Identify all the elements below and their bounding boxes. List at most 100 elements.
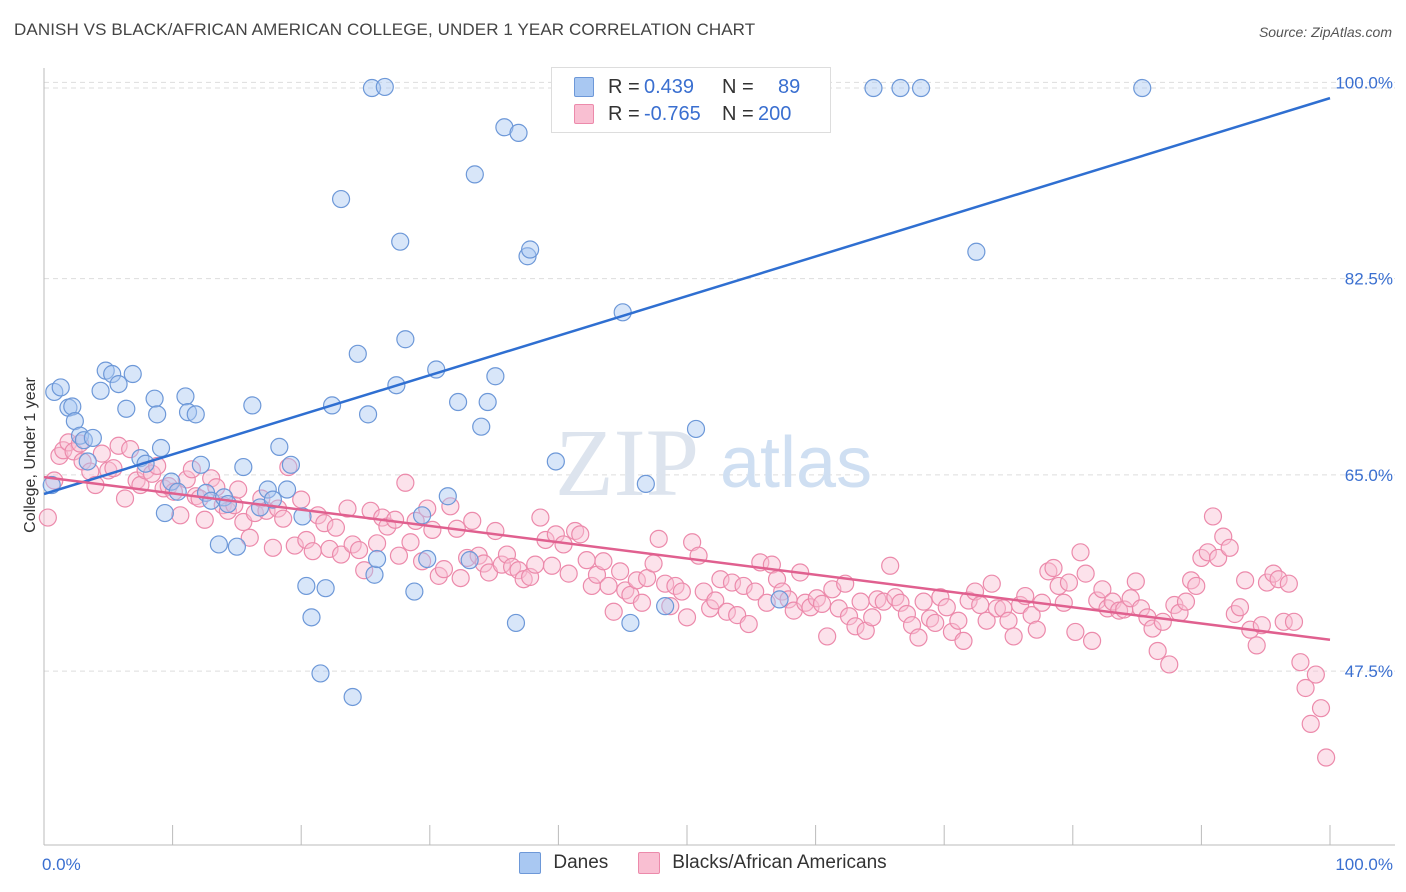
blacks-point [1182,571,1201,590]
blacks-point [474,554,493,573]
danes-point [331,189,351,209]
danes-point [472,417,491,436]
danes-swatch [574,77,594,97]
danes-point [358,405,378,424]
blacks-point [331,545,351,564]
blacks-point [977,611,996,630]
blacks-point [1044,558,1063,578]
danes-point [218,494,237,514]
blacks-point [891,593,910,612]
blacks-point [423,520,442,539]
blacks-point [1093,580,1112,599]
blacks-point [954,631,973,651]
blacks-point [73,452,92,471]
blacks-point [1059,573,1079,592]
danes-point [270,437,289,456]
danes-point [302,608,321,627]
blacks-point [1311,699,1331,718]
r-value-danes: 0.439 [644,75,695,98]
blacks-point [937,598,956,617]
blacks-point [566,521,585,541]
blacks-point [285,536,304,555]
blacks-point [1126,572,1145,591]
series-legend: Danes Blacks/African Americans [0,852,1406,874]
danes-point [155,503,174,523]
blacks-point [706,591,725,610]
blacks-point [1317,748,1336,767]
blacks-point [109,436,128,455]
y-tick-labels: 47.5% 65.0% 82.5% 100.0% [1335,73,1393,681]
r-label: R = [608,75,640,98]
danes-point [478,392,497,412]
axes [43,68,1395,846]
blacks-point [677,608,697,627]
danes-point [145,389,164,408]
danes-point [297,576,316,596]
blacks-point [807,589,826,608]
danes-point [293,507,312,526]
blacks-point [632,593,652,612]
blacks-point [897,604,917,624]
blacks-point [926,613,945,633]
blacks-point [734,576,753,596]
blacks-point [1230,598,1250,617]
blacks-point [909,628,928,647]
blacks-point [987,599,1007,618]
danes-point [234,457,253,477]
danes-point [686,419,706,439]
danes-point [396,330,415,349]
blacks-point [1257,573,1277,592]
blacks-point [571,525,590,544]
blacks-point [396,473,415,492]
danes-point [621,613,640,633]
blacks-point [1071,543,1090,562]
blacks-point [1049,576,1068,596]
danes-point [438,487,457,506]
blacks-point [818,627,837,646]
blacks-point [1296,678,1315,698]
blacks-point [121,440,140,459]
n-label: N = [722,102,754,125]
blacks-point [195,510,214,529]
blacks-point [401,533,420,552]
blacks-point [1153,612,1172,631]
danes-point [348,344,367,363]
danes-point [636,474,655,493]
blacks-point [801,598,820,617]
blacks-point [1301,714,1320,733]
danes-point [148,405,167,424]
blacks-point [851,592,870,611]
blacks-point [711,570,730,589]
blacks-point [182,460,201,479]
blacks-point [1187,576,1206,596]
blacks-point [171,506,190,525]
blacks-point [1066,622,1085,642]
danes-point [656,597,675,616]
blacks-point [451,568,470,588]
x-tick-label: 0.0% [42,855,81,874]
blacks-point [320,539,339,559]
danes-point [770,590,789,609]
blacks-point [746,582,765,601]
blacks-point [1214,527,1233,546]
blacks-point [315,514,334,533]
y-tick-label: 47.5% [1345,662,1393,681]
danes-point [316,579,335,598]
blacks-point [886,588,905,607]
danes-legend-swatch [519,852,542,874]
blacks-point [739,614,758,634]
blacks-point [92,444,111,463]
danes-point [460,551,479,570]
blacks-point [292,490,311,509]
blacks-point [1039,562,1058,581]
danes-trend-line [43,96,1331,496]
danes-point [375,77,394,97]
blacks-trend-line [43,475,1331,642]
danes-point [91,381,110,400]
danes-point [186,405,205,424]
danes-point [891,78,910,98]
blacks-point [526,555,545,574]
danes-point [162,472,181,491]
y-axis-label: College, Under 1 year [22,377,39,533]
watermark-zip: ZIP [555,409,699,516]
